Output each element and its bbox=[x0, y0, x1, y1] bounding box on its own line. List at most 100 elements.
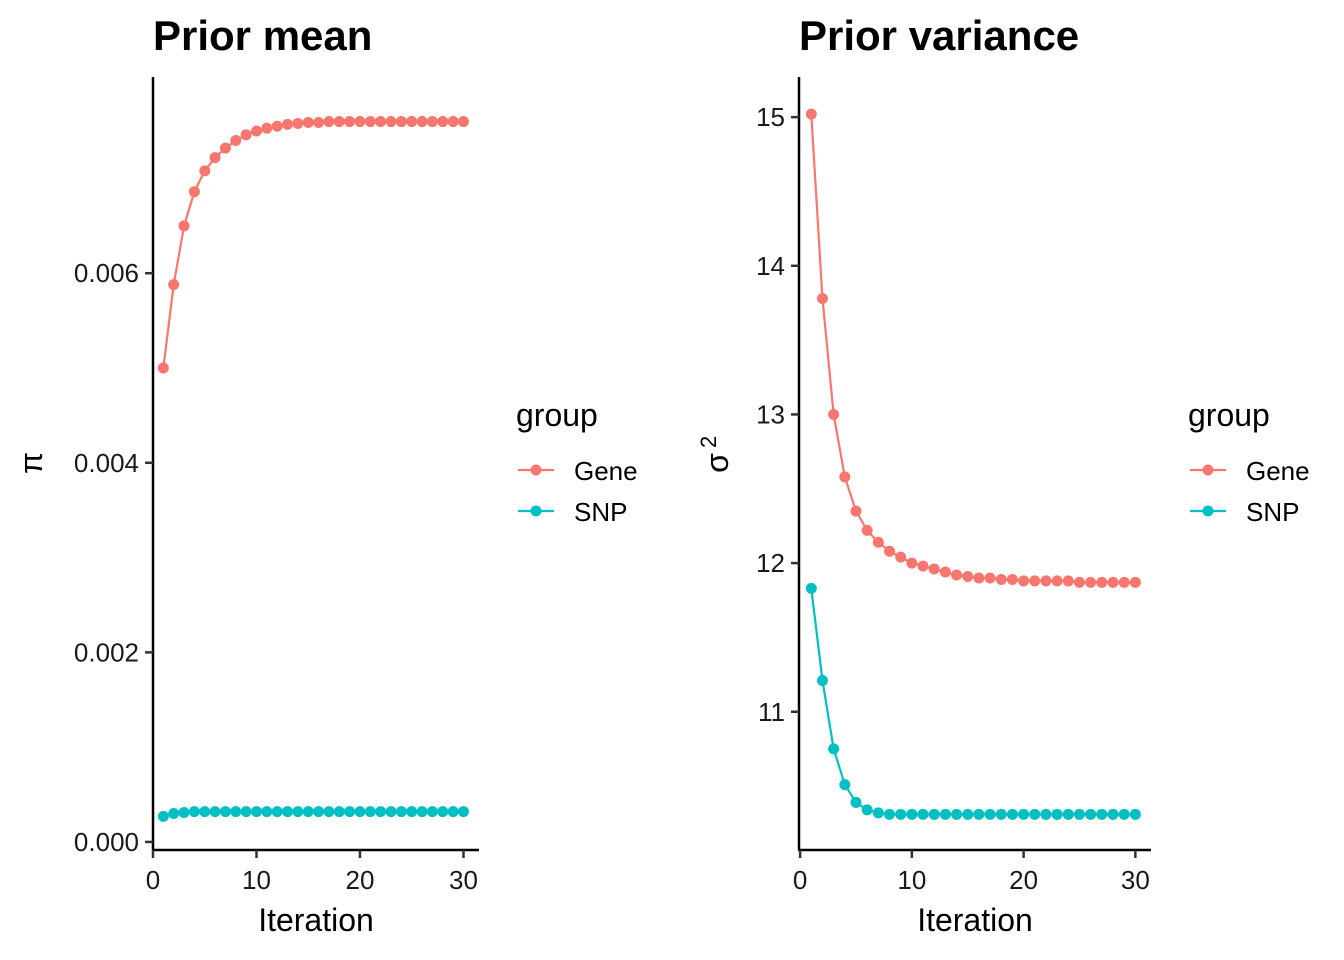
data-point-gene bbox=[261, 122, 273, 134]
legend-title: group bbox=[1188, 397, 1270, 433]
data-point-gene bbox=[178, 220, 190, 232]
y-tick-label: 13 bbox=[756, 399, 785, 429]
data-point-gene bbox=[872, 536, 884, 548]
data-point-snp bbox=[188, 806, 200, 818]
data-point-snp bbox=[839, 779, 851, 791]
data-point-gene bbox=[1040, 575, 1052, 587]
data-point-snp bbox=[1129, 808, 1141, 820]
data-point-gene bbox=[1062, 575, 1074, 587]
data-point-snp bbox=[240, 806, 252, 818]
legend-label-snp: SNP bbox=[574, 497, 627, 527]
data-point-snp bbox=[1107, 808, 1119, 820]
legend-label-gene: Gene bbox=[574, 456, 638, 486]
data-point-snp bbox=[292, 806, 304, 818]
data-point-gene bbox=[1073, 576, 1085, 588]
data-point-snp bbox=[323, 806, 335, 818]
y-tick-label: 0.002 bbox=[74, 637, 139, 667]
prior-mean-panel: Prior mean 0 10 20 30 0.000 0.002 0.004 0.006 I… bbox=[13, 12, 638, 938]
data-point-gene bbox=[1029, 575, 1041, 587]
data-point-snp bbox=[1018, 808, 1030, 820]
data-point-gene bbox=[850, 505, 862, 517]
y-axis-label-sigma: σ bbox=[699, 453, 735, 473]
data-point-snp bbox=[209, 806, 221, 818]
x-axis-label: Iteration bbox=[917, 902, 1033, 938]
x-tick-label: 10 bbox=[242, 865, 271, 895]
data-point-snp bbox=[437, 806, 449, 818]
data-point-gene bbox=[219, 142, 231, 154]
y-axis-label: σ 2 bbox=[696, 436, 735, 473]
data-point-snp bbox=[973, 808, 985, 820]
data-point-snp bbox=[426, 806, 438, 818]
data-point-snp bbox=[1096, 808, 1108, 820]
data-point-snp bbox=[313, 806, 325, 818]
prior-variance-title: Prior variance bbox=[799, 12, 1079, 59]
data-point-snp bbox=[1118, 808, 1130, 820]
data-point-snp bbox=[219, 806, 231, 818]
data-point-gene bbox=[230, 135, 242, 147]
data-point-snp bbox=[364, 806, 376, 818]
data-point-snp bbox=[447, 806, 459, 818]
data-point-snp bbox=[261, 806, 273, 818]
data-point-snp bbox=[416, 806, 428, 818]
data-point-snp bbox=[250, 806, 262, 818]
data-point-snp bbox=[906, 808, 918, 820]
prior-mean-title: Prior mean bbox=[153, 12, 372, 59]
data-point-snp bbox=[828, 743, 840, 755]
data-point-gene bbox=[1096, 576, 1108, 588]
legend-key-point-snp bbox=[1202, 505, 1214, 517]
x-tick-label: 20 bbox=[1009, 865, 1038, 895]
y-tick-label: 14 bbox=[756, 251, 785, 281]
legend: group Gene SNP bbox=[516, 397, 638, 527]
data-point-gene bbox=[282, 118, 294, 130]
legend-label-snp: SNP bbox=[1246, 497, 1299, 527]
data-point-gene bbox=[354, 116, 366, 128]
data-point-gene bbox=[895, 551, 907, 563]
y-tick-label: 12 bbox=[756, 548, 785, 578]
data-point-gene bbox=[1051, 575, 1063, 587]
data-point-snp bbox=[230, 806, 242, 818]
data-point-snp bbox=[861, 804, 873, 816]
data-point-gene bbox=[1018, 575, 1030, 587]
legend: group Gene SNP bbox=[1188, 397, 1310, 527]
data-point-snp bbox=[354, 806, 366, 818]
data-point-snp bbox=[884, 808, 896, 820]
data-point-gene bbox=[839, 471, 851, 483]
data-point-gene bbox=[240, 129, 252, 141]
data-point-snp bbox=[928, 808, 940, 820]
data-point-gene bbox=[375, 116, 387, 128]
data-point-snp bbox=[895, 808, 907, 820]
data-point-gene bbox=[861, 524, 873, 536]
data-point-gene bbox=[939, 566, 951, 578]
data-point-gene bbox=[457, 116, 469, 128]
data-point-snp bbox=[178, 807, 190, 819]
x-tick-label: 0 bbox=[793, 865, 807, 895]
data-point-snp bbox=[1062, 808, 1074, 820]
data-point-snp bbox=[375, 806, 387, 818]
axis-ticks: 0 10 20 30 11 12 13 14 15 bbox=[756, 102, 1150, 895]
data-point-gene bbox=[406, 116, 418, 128]
data-point-gene bbox=[951, 569, 963, 581]
data-point-gene bbox=[344, 116, 356, 128]
data-point-gene bbox=[271, 120, 283, 132]
legend-label-gene: Gene bbox=[1246, 456, 1310, 486]
data-point-gene bbox=[928, 563, 940, 575]
y-tick-label: 0.000 bbox=[74, 827, 139, 857]
data-point-snp bbox=[805, 582, 817, 594]
data-point-snp bbox=[457, 806, 469, 818]
data-marks bbox=[157, 116, 469, 822]
legend-key-point-gene bbox=[1202, 464, 1214, 476]
legend-key-point-snp bbox=[530, 505, 542, 517]
data-point-gene bbox=[157, 362, 169, 374]
data-point-gene bbox=[395, 116, 407, 128]
x-tick-label: 30 bbox=[1121, 865, 1150, 895]
data-point-snp bbox=[984, 808, 996, 820]
data-point-snp bbox=[271, 806, 283, 818]
data-point-snp bbox=[951, 808, 963, 820]
x-tick-label: 0 bbox=[146, 865, 160, 895]
data-point-gene bbox=[313, 116, 325, 128]
x-tick-label: 10 bbox=[897, 865, 926, 895]
data-point-snp bbox=[995, 808, 1007, 820]
data-point-gene bbox=[416, 116, 428, 128]
series-line-snp bbox=[810, 588, 1136, 816]
data-point-snp bbox=[282, 806, 294, 818]
